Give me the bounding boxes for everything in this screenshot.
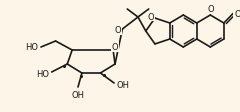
Text: O: O [115,26,121,35]
Text: O: O [208,4,215,13]
Text: OH: OH [72,90,84,99]
Text: O: O [112,43,118,52]
Text: HO: HO [36,70,49,79]
Text: OH: OH [116,81,129,90]
Text: O: O [234,10,240,18]
Text: O: O [147,12,154,21]
Text: HO: HO [25,43,38,52]
